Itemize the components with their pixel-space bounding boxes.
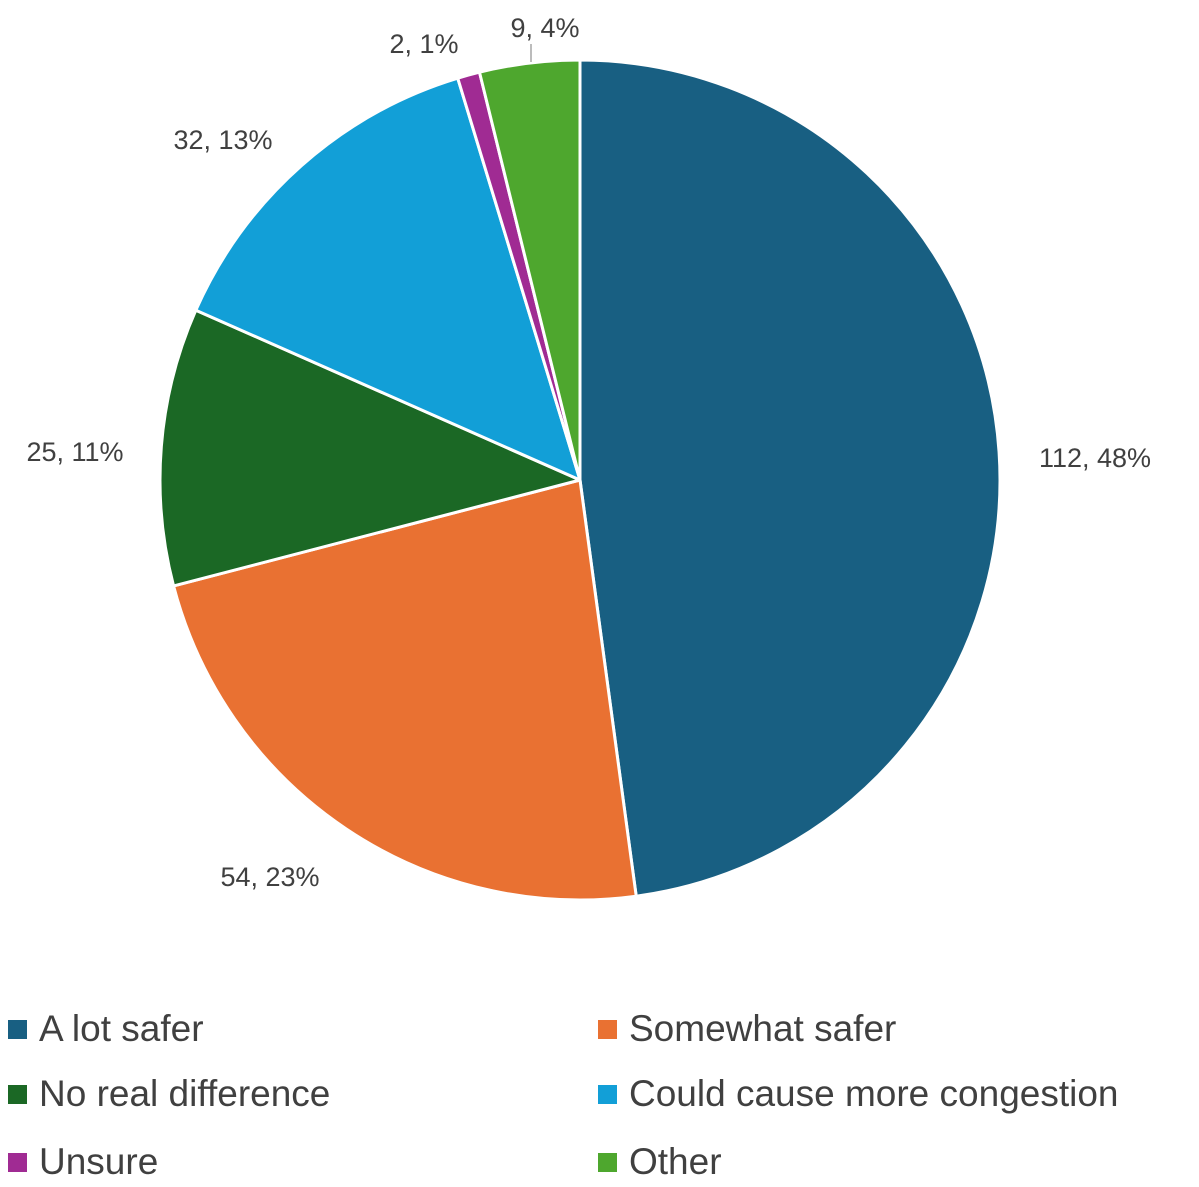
legend-label: Other (629, 1141, 722, 1182)
pie-slice-no-real-difference (158, 308, 582, 588)
data-label: 54, 23% (220, 862, 319, 892)
data-label: 32, 13% (173, 125, 272, 155)
data-label: 2, 1% (389, 29, 458, 59)
legend-label: Could cause more congestion (629, 1073, 1119, 1114)
pie-slice-could-cause-more-congestion (194, 76, 582, 482)
legend-swatch (8, 1152, 27, 1172)
legend-item-somewhat-safer: Somewhat safer (598, 1004, 896, 1054)
legend-item-a-lot-safer: A lot safer (8, 1004, 204, 1054)
legend-item-other: Other (598, 1137, 722, 1187)
pie-slice-a-lot-safer (578, 58, 1002, 898)
legend-swatch (598, 1152, 617, 1172)
legend-item-could-cause-more-congestion: Could cause more congestion (598, 1069, 1119, 1119)
legend-item-no-real-difference: No real difference (8, 1069, 330, 1119)
legend-label: Unsure (39, 1141, 159, 1182)
legend-swatch (598, 1084, 617, 1104)
legend-label: A lot safer (39, 1008, 204, 1049)
pie-chart: 112, 48% 54, 23% 25, 11% 32, 13% 2, 1% 9, 4% (26, 13, 1151, 902)
data-label: 112, 48% (1039, 443, 1151, 473)
legend: A lot safer Somewhat safer No real diffe… (0, 1000, 1199, 1182)
legend-label: Somewhat safer (629, 1008, 897, 1049)
legend-swatch (598, 1019, 617, 1039)
legend-swatch (8, 1084, 27, 1104)
legend-item-unsure: Unsure (8, 1137, 158, 1187)
data-label: 25, 11% (26, 437, 123, 467)
pie-slice-other (477, 58, 582, 482)
data-label: 9, 4% (510, 13, 579, 43)
pie-slice-somewhat-safer (172, 478, 638, 902)
legend-label: No real difference (39, 1073, 331, 1114)
legend-swatch (8, 1019, 27, 1039)
